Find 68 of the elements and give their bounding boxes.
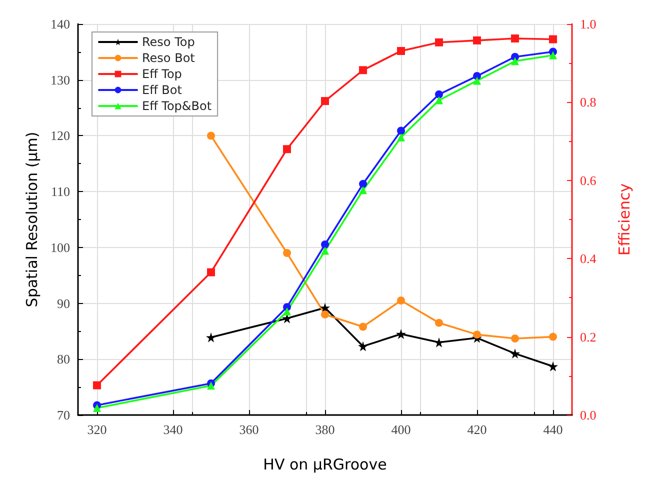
x-tick-label: 320 — [87, 422, 107, 437]
point — [434, 337, 444, 348]
x-tick-label: 440 — [543, 422, 563, 437]
point — [283, 145, 291, 154]
point — [321, 240, 329, 249]
point — [549, 35, 557, 44]
point — [397, 126, 405, 135]
x-tick-label: 340 — [163, 422, 183, 437]
point — [207, 268, 215, 276]
point — [548, 361, 558, 372]
y-tick-label: 120 — [50, 128, 70, 144]
y-tick-label: 90 — [57, 296, 70, 311]
point — [549, 51, 557, 60]
point — [93, 404, 101, 412]
x-axis-title: HV on μRGroove — [263, 456, 387, 474]
y-axis-title: Spatial Resolution (μm) — [23, 132, 42, 308]
legend-label: Eff Top — [142, 67, 182, 81]
point — [435, 90, 443, 98]
point — [473, 330, 481, 339]
y-tick-label: 110 — [50, 184, 70, 200]
point — [511, 34, 519, 42]
point — [283, 249, 291, 258]
point — [435, 96, 443, 104]
legend-label: Eff Bot — [142, 83, 182, 97]
y2-tick-label: 1.0 — [580, 16, 596, 32]
point — [473, 36, 481, 44]
point — [359, 322, 367, 331]
point — [549, 332, 557, 341]
point — [321, 97, 329, 106]
y-tick-label: 70 — [57, 408, 70, 422]
y-tick-label: 80 — [57, 352, 70, 367]
point — [473, 76, 481, 85]
y2-axis-title: Efficiency — [616, 183, 634, 256]
x-tick-label: 400 — [391, 422, 411, 437]
legend-label: Reso Bot — [142, 51, 196, 65]
y-tick-label: 130 — [50, 72, 70, 88]
legend-label: Reso Top — [142, 35, 195, 49]
point — [93, 381, 101, 390]
point — [207, 382, 215, 390]
point — [206, 332, 216, 342]
y-tick-label: 140 — [50, 16, 70, 32]
point — [511, 334, 519, 342]
point — [321, 246, 329, 255]
point — [435, 38, 443, 46]
legend-label: Eff Top&Bot — [142, 99, 212, 113]
y2-tick-label: 0.2 — [580, 329, 596, 344]
point — [397, 46, 405, 55]
y2-tick-label: 0.0 — [580, 408, 596, 422]
x-tick-label: 360 — [239, 422, 259, 437]
point — [207, 132, 215, 140]
x-tick-label: 420 — [467, 422, 487, 437]
point — [511, 57, 519, 66]
point — [359, 180, 367, 188]
x-tick-label: 380 — [315, 422, 335, 437]
y2-tick-label: 0.6 — [580, 172, 597, 188]
point — [397, 296, 405, 304]
point — [358, 341, 368, 352]
point — [359, 66, 367, 74]
y2-tick-label: 0.8 — [580, 94, 596, 110]
point — [435, 318, 443, 327]
point — [510, 348, 520, 359]
point — [396, 329, 406, 340]
point — [283, 307, 291, 316]
y-tick-label: 100 — [50, 240, 70, 255]
point — [359, 186, 367, 194]
point — [397, 133, 405, 142]
y2-tick-label: 0.4 — [580, 251, 597, 266]
point — [321, 310, 329, 318]
